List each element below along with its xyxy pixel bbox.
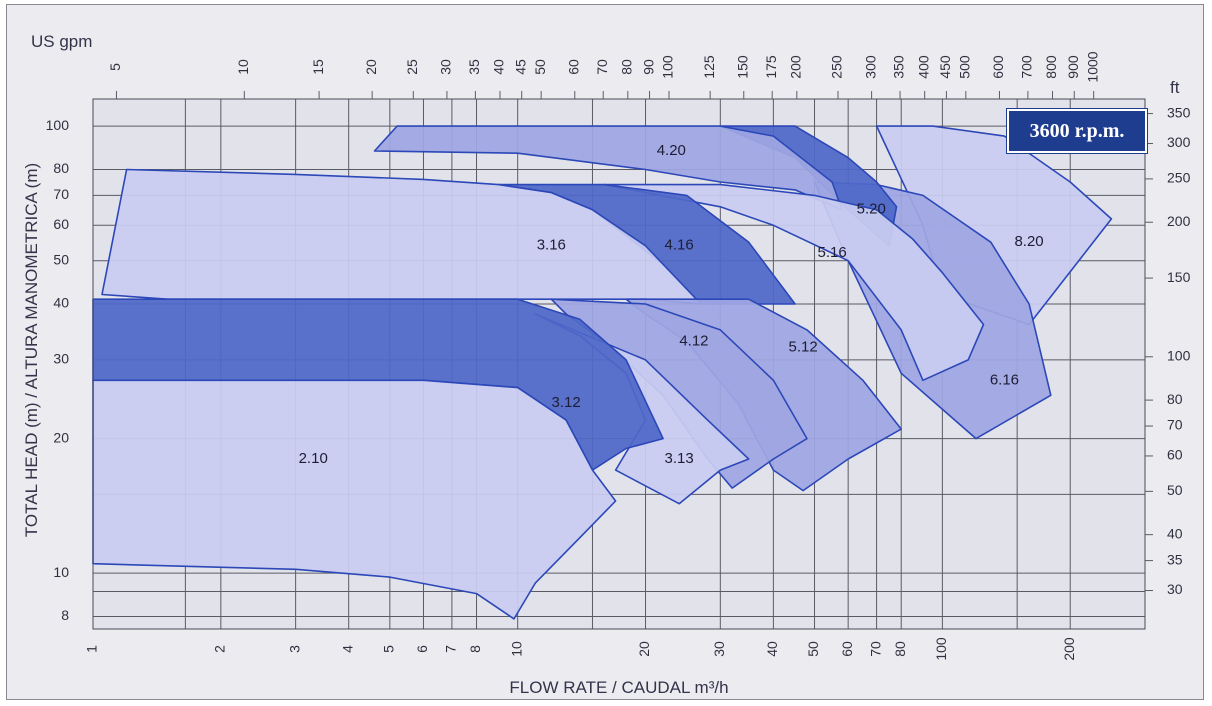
y-tick-label: 20 xyxy=(53,429,69,445)
y-tick-label: 30 xyxy=(53,351,69,367)
gpm-tick-label: 50 xyxy=(532,59,548,75)
ft-tick-label: 40 xyxy=(1167,525,1183,541)
gpm-tick-label: 450 xyxy=(937,55,953,79)
x-tick-label: 10 xyxy=(508,641,524,657)
ft-tick-label: 150 xyxy=(1167,269,1191,285)
series-label-6-16: 6.16 xyxy=(990,371,1019,388)
series-label-4-20: 4.20 xyxy=(657,142,686,159)
x-tick-label: 3 xyxy=(286,645,302,653)
series-label-3-16: 3.16 xyxy=(537,237,566,254)
gpm-tick-label: 700 xyxy=(1019,55,1035,79)
gpm-tick-label: 80 xyxy=(619,59,635,75)
y-tick-label: 8 xyxy=(61,607,69,623)
region-labels: 8.20 6.16 5.20 4.20 5.16 4.16 3.16 5.12 4.12 3.13… xyxy=(299,142,1044,467)
gpm-tick-label: 600 xyxy=(990,55,1006,79)
gpm-tick-label: 25 xyxy=(404,59,420,75)
x-tick-label: 40 xyxy=(764,641,780,657)
ft-tick-label: 250 xyxy=(1167,170,1191,186)
gpm-tick-label: 35 xyxy=(466,59,482,75)
x-tick-label: 50 xyxy=(805,641,821,657)
gpm-tick-label: 200 xyxy=(788,55,804,79)
ft-tick-label: 200 xyxy=(1167,213,1191,229)
gpm-tick-label: 800 xyxy=(1043,55,1059,79)
x-tick-label: 2 xyxy=(212,645,228,653)
ft-tick-label: 100 xyxy=(1167,347,1191,363)
series-label-4-12: 4.12 xyxy=(679,332,708,349)
x-axis-title: FLOW RATE / CAUDAL m³/h xyxy=(509,678,728,697)
y-tick-label: 60 xyxy=(53,216,69,232)
gpm-tick-label: 500 xyxy=(957,55,973,79)
gpm-tick-label: 100 xyxy=(660,55,676,79)
x-tick-label: 60 xyxy=(839,641,855,657)
gpm-tick-label: 20 xyxy=(363,59,379,75)
y-tick-label: 10 xyxy=(53,564,69,580)
ft-tick-label: 350 xyxy=(1167,104,1191,120)
gpm-tick-label: 90 xyxy=(640,59,656,75)
series-region-2-10 xyxy=(92,379,617,620)
gpm-tick-label: 300 xyxy=(862,55,878,79)
chart-frame: 8.20 6.16 5.20 4.20 5.16 4.16 3.16 5.12 4.12 3.13… xyxy=(6,4,1204,700)
x-tick-label: 5 xyxy=(381,645,397,653)
axes: 1 2 3 4 5 6 7 8 10 20 30 40 50 60 70 80 100 2008102030405… xyxy=(46,51,1191,660)
gpm-tick-label: 70 xyxy=(594,59,610,75)
pump-performance-chart: 8.20 6.16 5.20 4.20 5.16 4.16 3.16 5.12 4.12 3.13… xyxy=(22,32,1191,697)
gpm-tick-label: 400 xyxy=(915,55,931,79)
top-axis-title: US gpm xyxy=(31,32,92,51)
series-label-5-12: 5.12 xyxy=(789,338,818,355)
gpm-tick-label: 45 xyxy=(512,59,528,75)
series-label-5-20: 5.20 xyxy=(857,201,886,218)
series-label-3-13: 3.13 xyxy=(665,450,694,467)
x-tick-label: 70 xyxy=(867,641,883,657)
gpm-tick-label: 40 xyxy=(491,59,507,75)
rpm-badge: 3600 r.p.m. xyxy=(1006,108,1148,154)
ft-tick-label: 80 xyxy=(1167,391,1183,407)
series-label-2-10: 2.10 xyxy=(299,450,328,467)
series-label-4-16: 4.16 xyxy=(665,237,694,254)
y-tick-label: 40 xyxy=(53,295,69,311)
x-tick-label: 4 xyxy=(339,645,355,653)
gpm-tick-label: 10 xyxy=(235,59,251,75)
y-tick-label: 100 xyxy=(46,117,70,133)
gpm-tick-label: 900 xyxy=(1065,55,1081,79)
gpm-tick-label: 250 xyxy=(829,55,845,79)
gpm-tick-label: 30 xyxy=(438,59,454,75)
y-tick-label: 80 xyxy=(53,160,69,176)
y-tick-label: 50 xyxy=(53,251,69,267)
y-axis-title: TOTAL HEAD (m) / ALTURA MANOMETRICA (m) xyxy=(22,163,41,537)
x-tick-label: 7 xyxy=(443,645,459,653)
ft-tick-label: 300 xyxy=(1167,134,1191,150)
right-axis-title: ft xyxy=(1170,78,1180,97)
x-tick-label: 80 xyxy=(892,641,908,657)
series-label-5-16: 5.16 xyxy=(818,244,847,261)
ft-tick-label: 60 xyxy=(1167,447,1183,463)
x-tick-label: 6 xyxy=(414,645,430,653)
gpm-tick-label: 1000 xyxy=(1084,51,1100,82)
gpm-tick-label: 125 xyxy=(701,55,717,79)
x-tick-label: 20 xyxy=(636,641,652,657)
series-label-8-20: 8.20 xyxy=(1014,233,1043,250)
ft-tick-label: 50 xyxy=(1167,482,1183,498)
ft-tick-label: 70 xyxy=(1167,417,1183,433)
ft-tick-label: 30 xyxy=(1167,581,1183,597)
x-tick-label: 200 xyxy=(1061,637,1077,661)
plot-border xyxy=(92,98,1146,630)
x-tick-label: 8 xyxy=(467,645,483,653)
gpm-tick-label: 175 xyxy=(763,55,779,79)
gpm-tick-label: 15 xyxy=(310,59,326,75)
series-label-3-12: 3.12 xyxy=(551,394,580,411)
x-tick-label: 1 xyxy=(84,645,100,653)
series-region-5-16 xyxy=(603,183,985,382)
gpm-tick-label: 60 xyxy=(565,59,581,75)
gpm-tick-label: 150 xyxy=(734,55,750,79)
gpm-tick-label: 350 xyxy=(891,55,907,79)
x-tick-label: 100 xyxy=(933,637,949,661)
y-tick-label: 70 xyxy=(53,186,69,202)
ft-tick-label: 35 xyxy=(1167,551,1183,567)
gpm-tick-label: 5 xyxy=(107,63,123,71)
series-regions xyxy=(92,125,1113,620)
series-region-4-20 xyxy=(373,125,843,211)
x-tick-label: 30 xyxy=(711,641,727,657)
